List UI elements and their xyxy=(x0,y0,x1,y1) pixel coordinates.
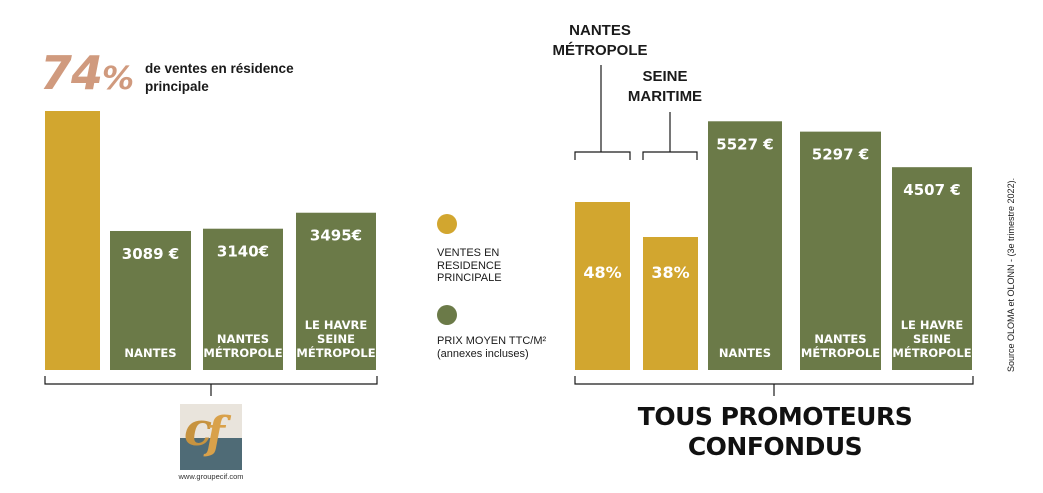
headline-percentage: 74% xyxy=(40,46,134,100)
legend-price-sub: (annexes incluses) xyxy=(437,347,529,360)
bar-value-label-right-3: 5297 € xyxy=(812,146,869,164)
bar-value-label-left-3: 3495€ xyxy=(310,227,362,245)
chart-title: TOUS PROMOTEURS CONFONDUS xyxy=(637,402,913,461)
legend-dot-price xyxy=(437,305,457,325)
headline-text: de ventes en résidence principale xyxy=(145,61,294,94)
bar-left-2 xyxy=(203,228,283,370)
bar-value-label-right-2: 5527 € xyxy=(716,135,773,153)
source-note: Source OLOMA et OLONN - (3e trimestre 20… xyxy=(1006,177,1016,372)
category-label-left-3: SEINE xyxy=(317,332,355,346)
legend-price-title: PRIX MOYEN TTC/m² xyxy=(437,335,547,347)
groupecif-logo: c f xyxy=(180,404,242,470)
category-label-right-4: LE HAVRE xyxy=(901,318,964,332)
bar-right-3 xyxy=(800,131,881,370)
bracket-bottom-right xyxy=(574,376,974,385)
bar-right-4 xyxy=(892,167,972,370)
legend-label-residence: VENTES EN RESIDENCE PRINCIPALE xyxy=(437,247,502,285)
bracket-bottom-left xyxy=(44,376,378,385)
label-nantes-metropole-top: NANTES MÉTROPOLE xyxy=(552,22,648,59)
bracket-top-1 xyxy=(642,151,698,160)
label-seine-maritime-top: SEINE MARITIME xyxy=(627,68,703,105)
category-label-left-1: NANTES xyxy=(124,346,176,360)
bracket-top-0 xyxy=(574,151,631,160)
category-label-right-2: NANTES xyxy=(719,346,771,360)
category-label-left-2: MÉTROPOLE xyxy=(203,345,282,360)
legend-label-price: PRIX MOYEN TTC/m² (annexes incluses) xyxy=(437,335,547,360)
legend-dot-residence xyxy=(437,214,457,234)
bar-right-1 xyxy=(643,237,698,370)
bar-right-0 xyxy=(575,202,630,370)
bar-left-0 xyxy=(45,111,100,370)
bar-left-1 xyxy=(110,230,191,370)
category-label-right-4: SEINE xyxy=(913,332,951,346)
bar-value-label-right-1: 38% xyxy=(651,263,689,282)
category-label-right-3: MÉTROPOLE xyxy=(801,345,880,360)
bar-left-3 xyxy=(296,212,376,370)
bar-value-label-right-4: 4507 € xyxy=(903,181,960,199)
category-label-left-3: MÉTROPOLE xyxy=(296,345,375,360)
bar-right-2 xyxy=(708,121,782,370)
bar-value-label-right-0: 48% xyxy=(583,263,621,282)
bar-value-label-left-1: 3089 € xyxy=(122,245,179,263)
logo-url: www.groupecif.com xyxy=(178,472,244,481)
category-label-left-2: NANTES xyxy=(217,332,269,346)
category-label-right-4: MÉTROPOLE xyxy=(892,345,971,360)
category-label-left-3: LE HAVRE xyxy=(305,318,368,332)
category-label-right-3: NANTES xyxy=(814,332,866,346)
bar-value-label-left-2: 3140€ xyxy=(217,243,269,261)
